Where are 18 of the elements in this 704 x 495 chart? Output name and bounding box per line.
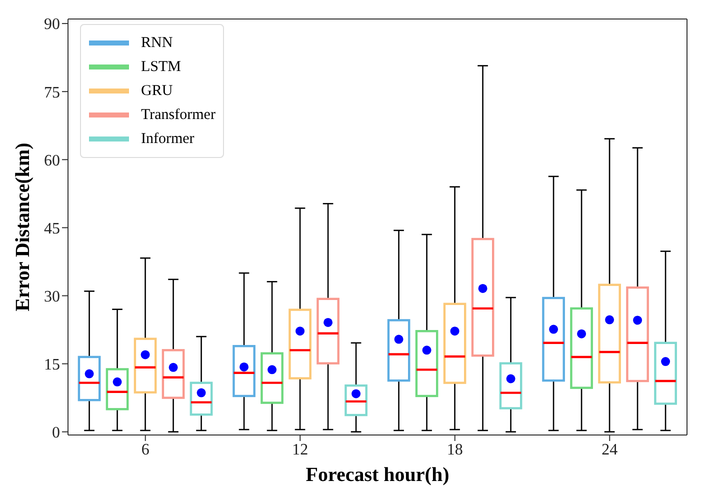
x-tick-label: 12: [292, 441, 308, 458]
x-axis-title: Forecast hour(h): [306, 464, 450, 486]
x-tick-label: 6: [141, 441, 150, 458]
y-tick-label: 75: [44, 84, 60, 102]
y-tick-label: 15: [44, 356, 60, 374]
x-tick-label: 18: [446, 441, 463, 458]
legend-label: RNN: [141, 34, 173, 52]
y-tick-label: 30: [44, 288, 60, 306]
legend-label: GRU: [141, 82, 173, 100]
y-axis-title: Error Distance(km): [12, 142, 34, 312]
legend-label: LSTM: [141, 58, 182, 76]
y-tick-label: 60: [44, 152, 60, 170]
x-tick-label: 24: [602, 441, 618, 458]
y-tick-label: 0: [52, 424, 60, 442]
legend-label: Transformer: [141, 106, 216, 124]
y-tick-label: 90: [44, 16, 60, 34]
legend-label: Informer: [141, 130, 194, 148]
y-tick-label: 45: [44, 220, 60, 238]
